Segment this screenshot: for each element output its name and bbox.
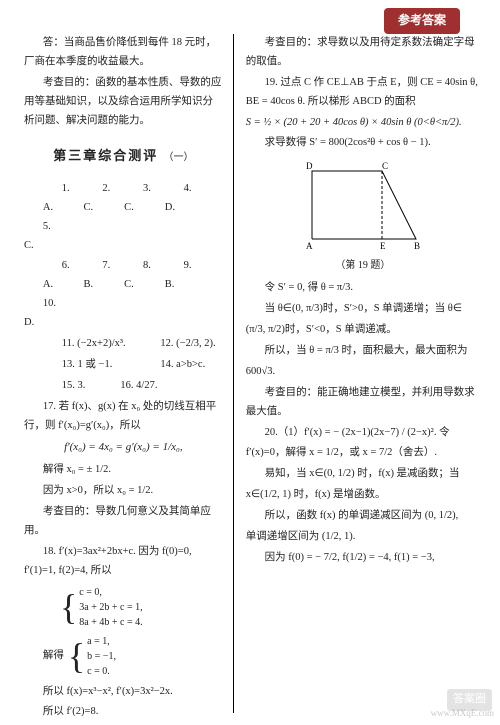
ans: 9. B.	[165, 257, 203, 295]
q19-e: (π/3, π/2)时，S′<0，S 单调递减。	[246, 321, 480, 340]
q19-d: 当 θ∈(0, π/3)时，S′>0，S 单调递增；当 θ∈	[246, 300, 480, 319]
svg-text:D: D	[306, 161, 313, 171]
page-content: 答：当商品售价降低到每件 18 元时，厂商在本季度的收益最大。 考查目的：函数的…	[0, 0, 500, 725]
ans: 6. A.	[43, 257, 81, 295]
ans: 16. 4/27.	[102, 377, 158, 396]
q19-c: 令 S′ = 0, 得 θ = π/3.	[246, 279, 480, 298]
brace-line: c = 0.	[87, 664, 116, 679]
q19-f1: S = ½ × (20 + 20 + 40cos θ) × 40sin θ (0…	[246, 114, 480, 133]
q20-b: f′(x)=0，解得 x = 1/2，或 x = 7/2（舍去）.	[246, 444, 480, 463]
brace-2: 解得 { a = 1, b = −1, c = 0.	[24, 634, 223, 679]
ans: 2. C.	[84, 180, 122, 218]
q19-h: 考查目的：能正确地建立模型，并利用导数求最大值。	[246, 384, 480, 422]
q18-a: 18. f′(x)=3ax²+2bx+c. 因为 f(0)=0, f′(1)=1…	[24, 543, 223, 581]
figure-caption: （第 19 题）	[246, 257, 480, 275]
title-sub: （一）	[164, 152, 194, 163]
right-column: 考查目的：求导数以及用待定系数法确定字母的取值。 19. 过点 C 作 CE⊥A…	[234, 34, 480, 713]
brace-icon: {	[68, 640, 85, 672]
left-p1: 答：当商品售价降低到每件 18 元时，厂商在本季度的收益最大。	[24, 34, 223, 72]
q20-f: 单调递增区间为 (1/2, 1).	[246, 528, 480, 547]
svg-text:A: A	[306, 241, 313, 251]
ans: 3. C.	[124, 180, 162, 218]
watermark-url: www.MXqE.com	[431, 705, 494, 721]
q17-d: 考查目的：导数几何意义及其简单应用。	[24, 503, 223, 541]
brace-1: { c = 0, 3a + 2b + c = 1, 8a + 4b + c = …	[60, 585, 223, 630]
answers-row-2: 6. A. 7. B. 8. C. 9. B. 10. D.	[24, 257, 223, 333]
left-p2: 考查目的：函数的基本性质、导数的应用等基础知识，以及综合运用所学知识分析问题、解…	[24, 74, 223, 131]
q20-a: 20.（1）f′(x) = − (2x−1)(2x−7) / (2−x)². 令	[246, 424, 480, 443]
left-column: 答：当商品售价降低到每件 18 元时，厂商在本季度的收益最大。 考查目的：函数的…	[24, 34, 234, 713]
header-badge: 参考答案	[384, 8, 460, 34]
q17-c: 因为 x>0，所以 x₀ = 1/2.	[24, 482, 223, 501]
chapter-title: 第三章综合测评 （一）	[24, 144, 223, 167]
brace-icon: {	[60, 591, 77, 623]
trapezoid-svg: A B E D C	[304, 159, 422, 255]
q17-a: 17. 若 f(x)、g(x) 在 x₀ 处的切线互相平行，则 f′(x₀)=g…	[24, 398, 223, 436]
q20-g: 因为 f(0) = − 7/2, f(1/2) = −4, f(1) = −3,	[246, 549, 480, 568]
q17-b: 解得 x₀ = ± 1/2.	[24, 461, 223, 480]
brace-line: 3a + 2b + c = 1,	[79, 600, 142, 615]
ans: 12. (−2/3, 2).	[142, 335, 216, 354]
brace-line: 8a + 4b + c = 4.	[79, 615, 142, 630]
brace-line: c = 0,	[79, 585, 142, 600]
ans: 15. 3.	[43, 377, 99, 396]
svg-text:E: E	[380, 241, 386, 251]
ans: 4. D.	[165, 180, 203, 218]
q19-a: 19. 过点 C 作 CE⊥AB 于点 E，则 CE = 40sin θ, BE…	[246, 74, 480, 112]
answers-row-4: 13. 1 或 −1. 14. a>b>c.	[24, 356, 223, 375]
trapezoid-figure: A B E D C	[304, 159, 422, 255]
ans: 10. D.	[24, 295, 62, 333]
ans: 8. C.	[124, 257, 162, 295]
ans: 5. C.	[24, 218, 62, 256]
q20-e: 所以，函数 f(x) 的单调递减区间为 (0, 1/2),	[246, 507, 480, 526]
svg-text:C: C	[382, 161, 388, 171]
answers-row-1: 1. A. 2. C. 3. C. 4. D. 5. C.	[24, 180, 223, 256]
q20-c: 易知，当 x∈(0, 1/2) 时，f(x) 是减函数；当	[246, 465, 480, 484]
svg-text:B: B	[414, 241, 420, 251]
q20-d: x∈(1/2, 1) 时，f(x) 是增函数。	[246, 486, 480, 505]
ans: 7. B.	[84, 257, 122, 295]
q19-b: 求导数得 S′ = 800(2cos²θ + cos θ − 1).	[246, 134, 480, 153]
ans: 1. A.	[43, 180, 81, 218]
ans: 14. a>b>c.	[142, 356, 206, 375]
title-main: 第三章综合测评	[53, 148, 158, 163]
answers-row-5: 15. 3. 16. 4/27.	[24, 377, 223, 396]
q17-formula: f′(x₀) = 4x₀ = g′(x₀) = 1/x₀,	[24, 438, 223, 458]
brace-line: b = −1,	[87, 649, 116, 664]
q19-f: 所以，当 θ = π/3 时，面积最大，最大面积为	[246, 342, 480, 361]
q19-g: 600√3.	[246, 363, 480, 382]
brace-line: a = 1,	[87, 634, 116, 649]
ans: 11. (−2x+2)/x³.	[43, 335, 139, 354]
q18-d: 所以 f′(2)=8.	[24, 703, 223, 722]
r-p0: 考查目的：求导数以及用待定系数法确定字母的取值。	[246, 34, 480, 72]
answers-row-3: 11. (−2x+2)/x³. 12. (−2/3, 2).	[24, 335, 223, 354]
q18-c: 所以 f(x)=x³−x², f′(x)=3x²−2x.	[24, 683, 223, 702]
ans: 13. 1 或 −1.	[43, 356, 139, 375]
q18-b: 解得	[24, 647, 64, 666]
